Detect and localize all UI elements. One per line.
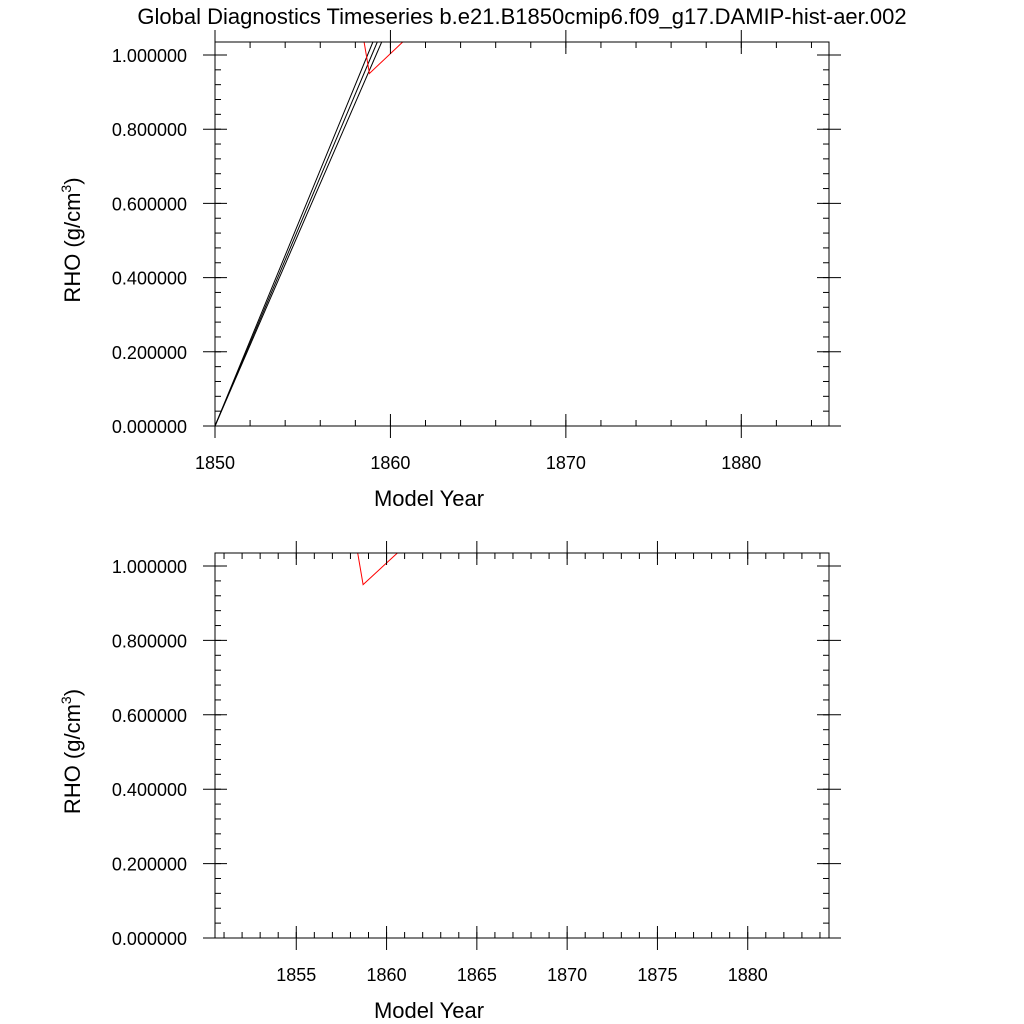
series-line-3 <box>363 41 404 75</box>
x-axis-label: Model Year <box>374 998 484 1023</box>
x-tick-label: 1875 <box>637 965 677 985</box>
y-axis-label-close: ) <box>60 177 85 184</box>
x-tick-label: 1865 <box>457 965 497 985</box>
y-axis-label-main: RHO (g/cm <box>60 193 85 303</box>
y-axis-label-close: ) <box>60 689 85 696</box>
y-axis-label-superscript: 3 <box>58 696 74 704</box>
x-tick-label: 1860 <box>370 453 410 473</box>
y-tick-label: 0.600000 <box>112 194 187 214</box>
chart-title: Global Diagnostics Timeseries b.e21.B185… <box>137 4 906 29</box>
x-tick-label: 1870 <box>547 965 587 985</box>
plot-frame <box>214 552 830 939</box>
y-tick-label: 0.800000 <box>112 631 187 651</box>
x-tick-label: 1860 <box>367 965 407 985</box>
series-line-1 <box>215 552 829 586</box>
y-axis-label: RHO (g/cm3) <box>58 177 85 302</box>
series-line-0 <box>214 41 383 427</box>
y-tick-label: 1.000000 <box>112 46 187 66</box>
y-tick-label: 0.800000 <box>112 120 187 140</box>
x-tick-label: 1880 <box>721 453 761 473</box>
y-axis-label-main: RHO (g/cm <box>60 704 85 814</box>
series-line-1 <box>214 41 374 427</box>
x-axis-label: Model Year <box>374 486 484 511</box>
x-tick-label: 1880 <box>728 965 768 985</box>
y-tick-label: 0.000000 <box>112 417 187 437</box>
y-tick-label: 0.000000 <box>112 929 187 949</box>
x-tick-label: 1870 <box>546 453 586 473</box>
y-axis-label: RHO (g/cm3) <box>58 689 85 814</box>
y-tick-label: 0.400000 <box>112 780 187 800</box>
y-tick-label: 0.200000 <box>112 855 187 875</box>
plot-frame <box>214 41 830 427</box>
bottom-panel: 1855 1860 1865 1870 1875 1880 0.000000 0.200000… <box>58 541 841 1023</box>
top-panel: 1850 1860 1870 1880 0.000000 0.200000 0.400000… <box>58 30 841 511</box>
series-line-2 <box>214 41 378 427</box>
y-tick-label: 0.400000 <box>112 269 187 289</box>
y-axis-label-superscript: 3 <box>58 185 74 193</box>
x-tick-label: 1855 <box>276 965 316 985</box>
y-tick-label: 0.600000 <box>112 706 187 726</box>
y-tick-label: 0.200000 <box>112 343 187 363</box>
x-tick-label: 1850 <box>195 453 235 473</box>
y-tick-label: 1.000000 <box>112 557 187 577</box>
